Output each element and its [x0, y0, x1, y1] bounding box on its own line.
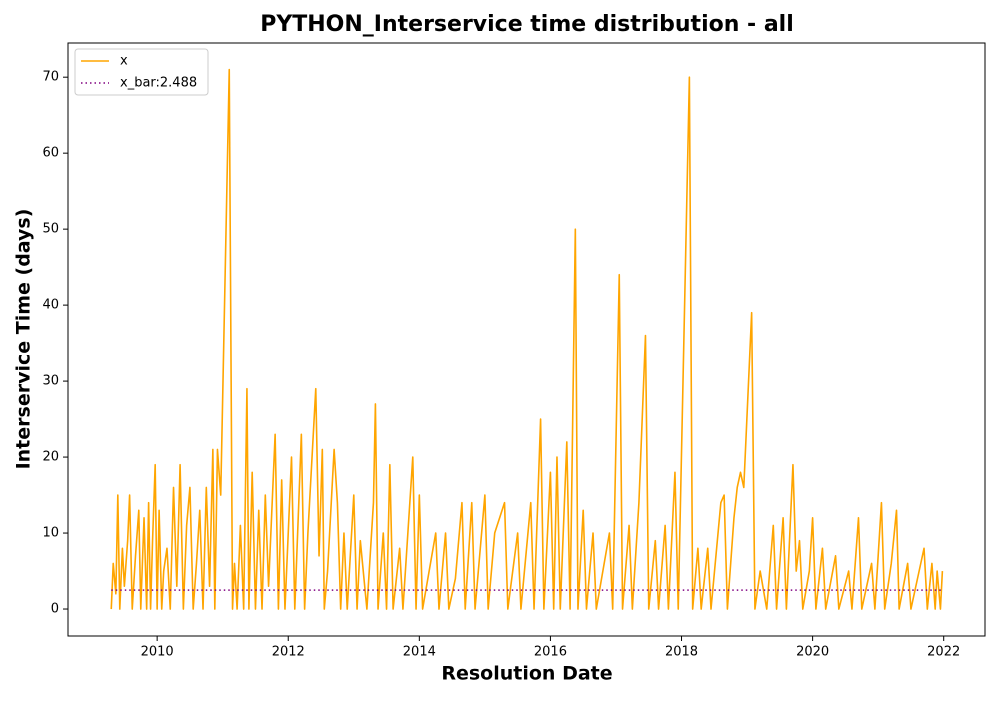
x-tick-label: 2014 — [403, 645, 436, 660]
x-tick-label: 2010 — [141, 645, 174, 660]
legend: x x_bar:2.488 — [74, 48, 209, 96]
legend-label: x_bar:2.488 — [120, 76, 197, 91]
x-tick-label: 2018 — [665, 645, 698, 660]
y-tick-label: 0 — [51, 602, 59, 617]
x-axis-label: Resolution Date — [441, 663, 612, 685]
y-tick-label: 60 — [42, 146, 59, 161]
y-tick-label: 70 — [42, 70, 59, 85]
y-tick-label: 30 — [42, 374, 59, 389]
plot-frame — [67, 42, 986, 637]
x-tick-label: 2022 — [927, 645, 960, 660]
chart-title: PYTHON_Interservice time distribution - … — [260, 12, 794, 37]
y-tick-label: 20 — [42, 450, 59, 465]
y-tick-label: 10 — [42, 526, 59, 541]
y-tick-label: 40 — [42, 298, 59, 313]
y-tick-label: 50 — [42, 222, 59, 237]
series-line — [110, 68, 944, 610]
legend-label: x — [120, 54, 128, 69]
y-axis-label: Interservice Time (days) — [13, 209, 35, 470]
x-tick-label: 2012 — [272, 645, 305, 660]
x-tick-label: 2020 — [796, 645, 829, 660]
x-tick-label: 2016 — [534, 645, 567, 660]
